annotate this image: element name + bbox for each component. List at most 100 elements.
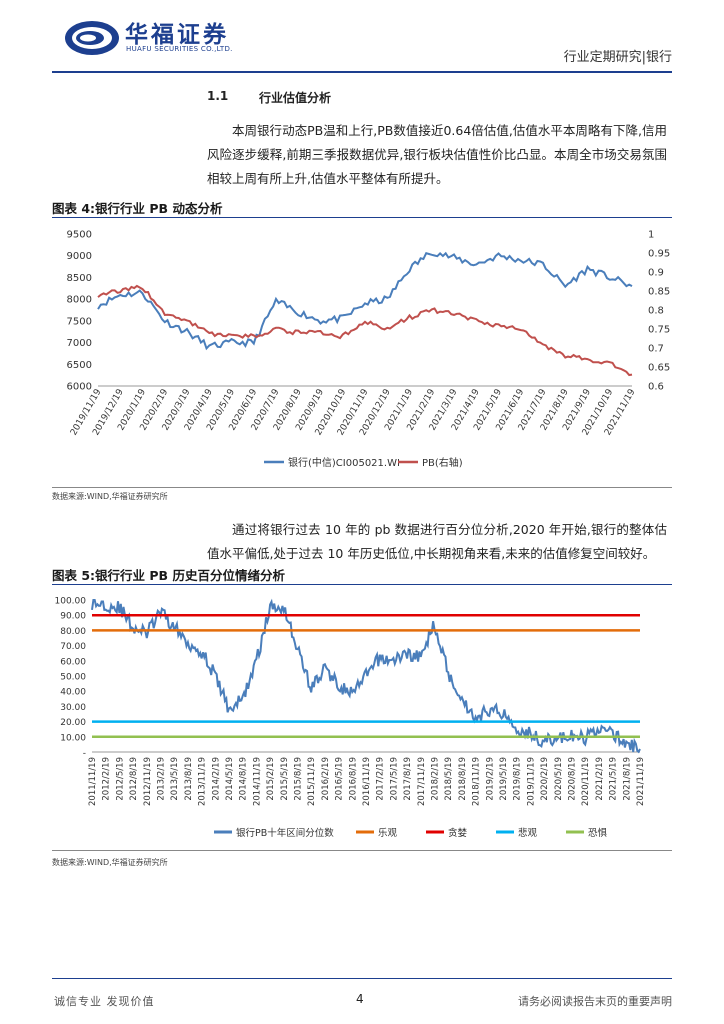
- chart1-series-pb: [97, 284, 633, 377]
- chart2-legend-label: 恐惧: [588, 827, 608, 839]
- chart2-x-tick: 2016/5/19: [335, 757, 345, 801]
- paragraph-percentile: 通过将银行过去 10 年的 pb 数据进行百分位分析,2020 年开始,银行的整…: [207, 522, 667, 561]
- report-type: 行业定期研究|银行: [563, 50, 672, 65]
- chart1-left-tick: 6500: [67, 360, 92, 371]
- chart2-x-tick: 2013/8/19: [184, 757, 194, 801]
- chart2-x-tick: 2013/11/19: [198, 757, 208, 806]
- footer-slogan: 诚信专业 发现价值: [54, 995, 155, 1008]
- chart2-x-tick: 2021/2/19: [595, 757, 605, 801]
- chart2-x-tick: 2019/11/19: [526, 757, 536, 806]
- chart2-y-tick: 100.00: [55, 597, 87, 607]
- chart1-right-tick: 0.9: [648, 268, 664, 279]
- chart1-right-tick: 0.6: [648, 382, 664, 393]
- chart2-x-tick: 2016/2/19: [321, 757, 331, 801]
- chart-pb-dynamic: 9500 9000 8500 8000 7500 7000 6500 6000 1 0.95 0.…: [67, 230, 671, 470]
- page-number: 4: [356, 992, 364, 1006]
- chart2-x-tick: 2015/2/19: [266, 757, 276, 801]
- figure4-title-rule: [52, 217, 672, 218]
- chart2-x-tick: 2020/5/19: [554, 757, 564, 801]
- figure5-source: 数据来源:WIND,华福证券研究所: [52, 858, 168, 867]
- company-name-cn: 华福证券: [125, 22, 229, 48]
- chart2-x-tick: 2015/8/19: [294, 757, 304, 801]
- figure4-bottom-rule: [52, 487, 672, 488]
- chart1-left-tick: 7500: [67, 316, 92, 327]
- chart2-x-tick: 2020/8/19: [568, 757, 578, 801]
- chart2-y-tick: 20.00: [60, 718, 86, 728]
- chart2-x-tick: 2019/8/19: [513, 757, 523, 801]
- chart2-x-tick: 2015/11/19: [307, 757, 317, 806]
- chart1-right-tick: 0.85: [648, 287, 670, 298]
- footer-disclaimer: 请务必阅读报告末页的重要声明: [518, 995, 672, 1008]
- chart2-y-tick: 30.00: [60, 703, 86, 713]
- chart2-x-tick: 2021/8/19: [622, 757, 632, 801]
- chart1-right-tick: 0.8: [648, 306, 664, 317]
- chart2-x-tick: 2019/2/19: [485, 757, 495, 801]
- chart1-legend-label: PB(右轴): [422, 456, 463, 469]
- chart2-legend-label: 乐观: [378, 827, 398, 839]
- chart2-y-tick: 10.00: [60, 733, 86, 743]
- chart2-x-tick: 2018/11/19: [472, 757, 482, 806]
- chart2-x-tick: 2021/11/19: [636, 757, 646, 806]
- chart2-y-tick: 50.00: [60, 673, 86, 683]
- chart1-series-index: [97, 251, 633, 351]
- figure5-title: 图表 5:银行行业 PB 历史百分位情绪分析: [52, 568, 285, 583]
- chart2-series-percentile: [91, 598, 641, 754]
- chart2-x-tick: 2014/5/19: [225, 757, 235, 801]
- chart2-x-tick: 2017/11/19: [417, 757, 427, 806]
- chart1-right-tick: 0.75: [648, 325, 670, 336]
- figure4-source: 数据来源:WIND,华福证券研究所: [52, 492, 168, 501]
- chart1-right-tick: 0.7: [648, 344, 664, 355]
- chart2-x-tick: 2011/11/19: [88, 757, 98, 806]
- chart1-left-tick: 8000: [67, 295, 92, 306]
- chart2-legend-label: 银行PB十年区间分位数: [236, 827, 334, 839]
- chart1-left-tick: 6000: [67, 382, 92, 393]
- chart2-y-tick: 70.00: [60, 642, 86, 652]
- chart2-y-tick: 80.00: [60, 627, 86, 637]
- chart1-right-tick: 1: [648, 230, 654, 241]
- chart2-y-tick: 90.00: [60, 612, 86, 622]
- chart2-x-tick: 2017/8/19: [403, 757, 413, 801]
- chart2-x-tick: 2013/5/19: [170, 757, 180, 801]
- chart1-right-tick: 0.95: [648, 249, 670, 260]
- chart2-x-tick: 2015/5/19: [280, 757, 290, 801]
- logo-icon: [65, 21, 119, 55]
- paragraph-valuation: 本周银行动态PB温和上行,PB数值接近0.64倍估值,估值水平本周略有下降,信用…: [207, 123, 667, 186]
- section-number: 1.1: [207, 89, 229, 103]
- footer-divider: [52, 978, 672, 979]
- chart2-x-tick: 2017/2/19: [376, 757, 386, 801]
- section-title: 行业估值分析: [259, 91, 332, 105]
- chart2-x-tick: 2018/8/19: [458, 757, 468, 801]
- chart-pb-percentile: 100.00 90.00 80.00 70.00 60.00 50.00 40.00 30.0…: [55, 597, 647, 840]
- chart2-x-tick: 2012/5/19: [115, 757, 125, 801]
- chart2-x-tick: 2014/8/19: [239, 757, 249, 801]
- figure5-title-rule: [52, 584, 672, 585]
- chart1-right-tick: 0.65: [648, 363, 670, 374]
- chart2-legend-label: 贪婪: [448, 827, 468, 839]
- chart2-x-tick: 2019/5/19: [499, 757, 509, 801]
- chart2-x-tick: 2016/11/19: [362, 757, 372, 806]
- chart2-x-tick: 2012/2/19: [102, 757, 112, 801]
- chart1-left-tick: 7000: [67, 338, 92, 349]
- chart2-x-tick: 2014/2/19: [211, 757, 221, 801]
- chart1-left-tick: 8500: [67, 273, 92, 284]
- company-name-en: HUAFU SECURITIES CO.,LTD.: [126, 45, 233, 53]
- chart2-x-tick: 2020/2/19: [540, 757, 550, 801]
- chart2-y-tick: 60.00: [60, 657, 86, 667]
- header-divider: [52, 71, 672, 73]
- chart2-y-tick: 40.00: [60, 688, 86, 698]
- chart2-x-tick: 2014/11/19: [252, 757, 262, 806]
- figure4-title: 图表 4:银行行业 PB 动态分析: [52, 201, 223, 216]
- chart2-x-tick: 2016/8/19: [348, 757, 358, 801]
- chart1-legend-label: 银行(中信)CI005021.WI: [288, 456, 400, 469]
- chart2-legend-label: 悲观: [518, 827, 538, 839]
- chart2-x-tick: 2018/2/19: [431, 757, 441, 801]
- chart2-x-tick: 2021/5/19: [609, 757, 619, 801]
- chart2-y-tick: -: [83, 749, 86, 759]
- chart2-x-tick: 2017/5/19: [389, 757, 399, 801]
- chart2-x-tick: 2020/11/19: [581, 757, 591, 806]
- chart2-x-tick: 2018/5/19: [444, 757, 454, 801]
- chart2-x-tick: 2013/2/19: [157, 757, 167, 801]
- chart1-left-tick: 9000: [67, 251, 92, 262]
- figure5-bottom-rule: [52, 850, 672, 851]
- chart2-x-tick: 2012/8/19: [129, 757, 139, 801]
